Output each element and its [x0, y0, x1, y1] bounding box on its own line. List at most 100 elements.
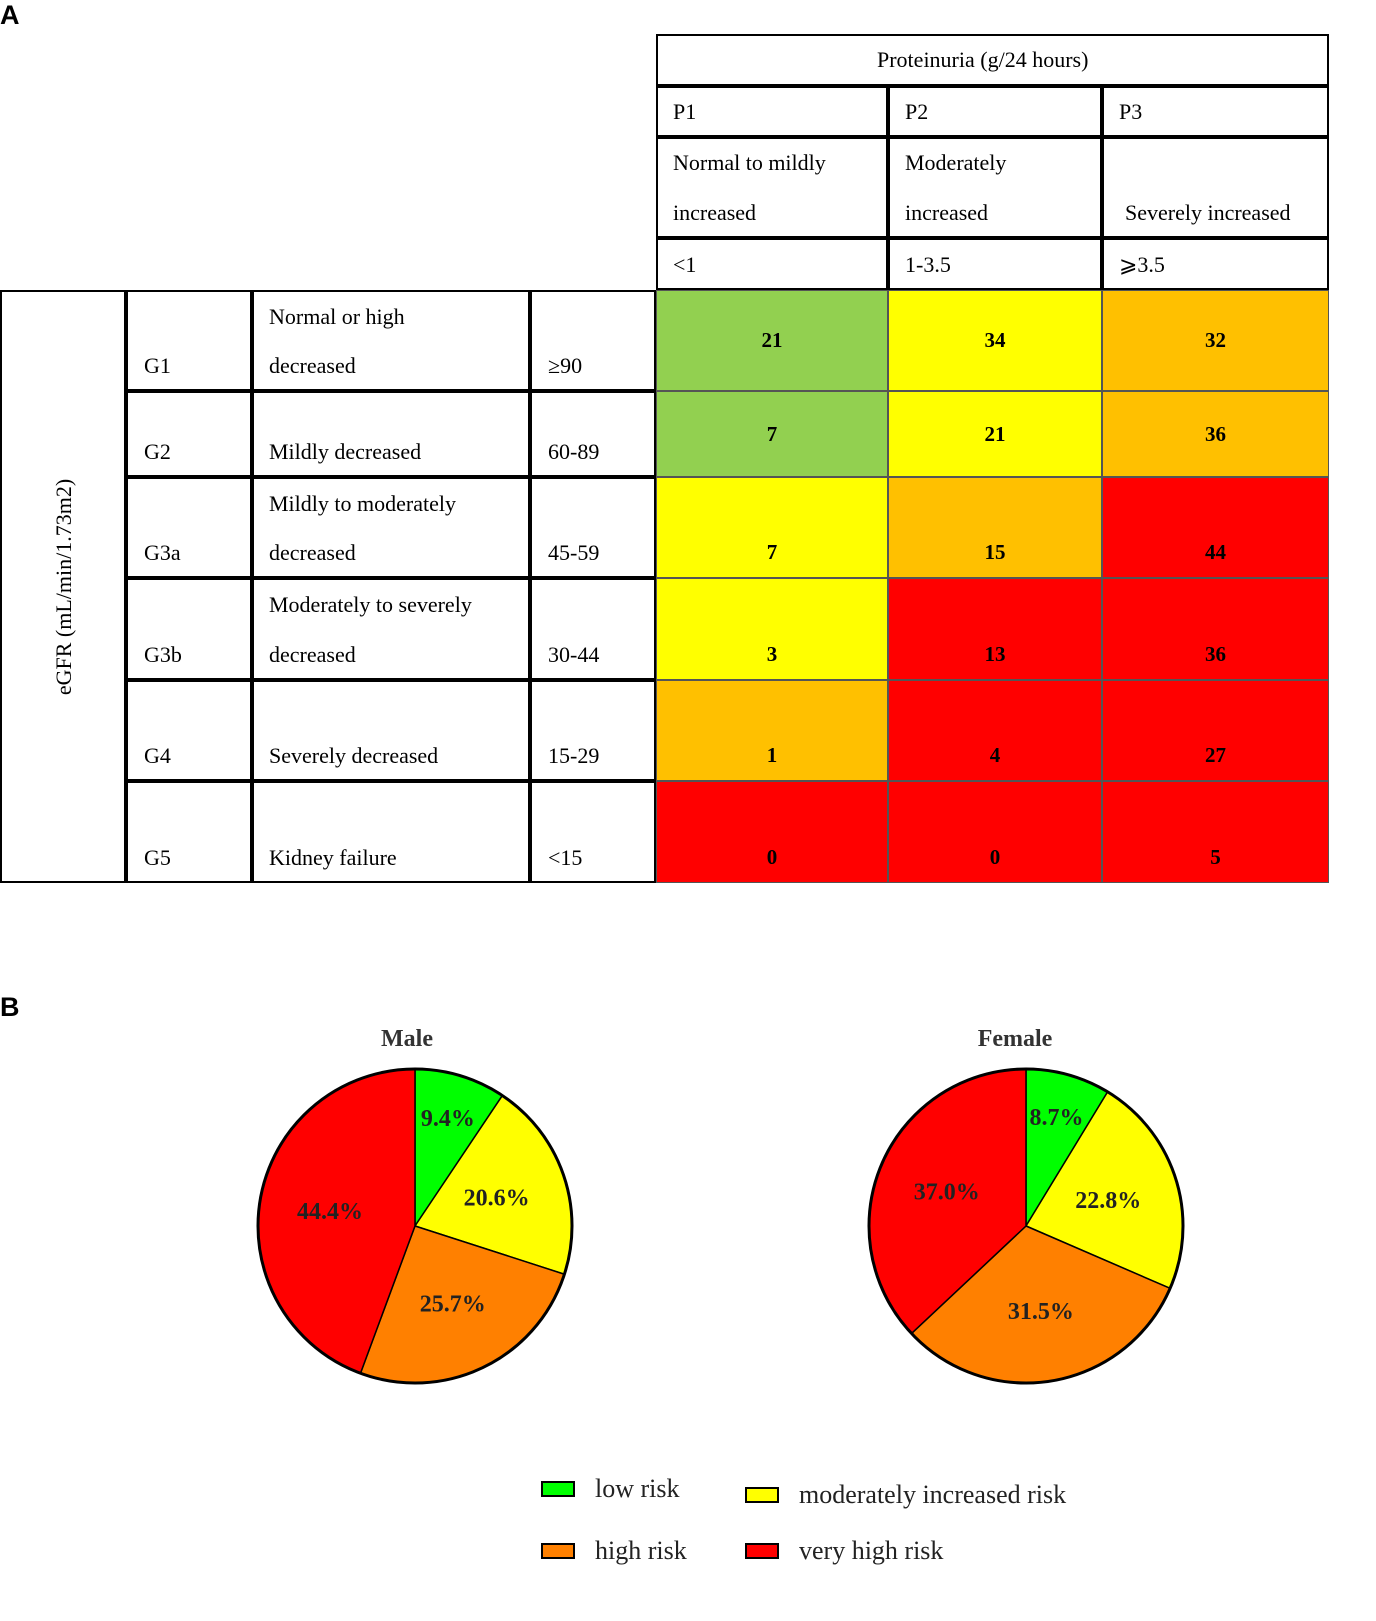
grade-g5: G5: [144, 845, 171, 870]
egfr-axis-label: eGFR (mL/min/1.73m2): [51, 478, 76, 696]
panel-a-label: A: [0, 0, 20, 30]
grade-range-cell: [530, 680, 656, 781]
pie-title: Male: [381, 1026, 433, 1052]
legend-label: low risk: [595, 1474, 680, 1503]
heatmap-cell: [888, 477, 1102, 578]
heatmap-value: 44: [1205, 540, 1226, 564]
grade-desc-cell: [252, 578, 530, 680]
heatmap-value: 7: [766, 422, 778, 446]
heatmap-value: 1: [766, 743, 778, 767]
legend-item-high-risk: high risk: [541, 1536, 687, 1566]
heatmap-value: 4: [989, 743, 1001, 767]
grade-g3b: G3b: [144, 642, 182, 667]
heatmap-value: 21: [761, 328, 783, 352]
grade-desc-cell: [252, 680, 530, 781]
grade-desc-line2: decreased: [269, 540, 356, 565]
heatmap-cell: [1102, 578, 1329, 680]
grade-range-cell: [530, 578, 656, 680]
column-desc-cell: [888, 137, 1102, 238]
heatmap-value: 32: [1205, 328, 1226, 352]
grade-cell: [126, 680, 252, 781]
heatmap-cell: [888, 680, 1102, 781]
column-desc-cell: [1102, 137, 1329, 238]
grade-desc-line2: Severely decreased: [269, 743, 439, 768]
column-desc-line2: increased: [673, 200, 757, 225]
grade-desc-cell: [252, 391, 530, 477]
heatmap-cell: [1102, 781, 1329, 883]
grade-range-cell: [530, 391, 656, 477]
legend-label: moderately increased risk: [799, 1480, 1067, 1509]
grade-desc-line2: decreased: [269, 642, 356, 667]
grade-cell: [126, 578, 252, 680]
grade-range: 45-59: [548, 540, 600, 565]
grade-range: 15-29: [548, 743, 600, 768]
grade-desc-cell: [252, 477, 530, 578]
pie-label: 9.4%: [421, 1106, 475, 1132]
pie-outline: [256, 1067, 574, 1385]
column-range-cell: [656, 238, 888, 290]
grade-desc-line2: Kidney failure: [269, 845, 397, 870]
column-code-p1: P1: [673, 99, 697, 124]
column-desc-line1: Normal to mildly: [673, 150, 826, 175]
grade-range: 30-44: [548, 642, 600, 667]
grade-desc-line1: Moderately to severely: [269, 592, 472, 617]
column-range-cell: [888, 238, 1102, 290]
legend-item-low-risk: low risk: [541, 1474, 680, 1504]
grade-cell: [126, 290, 252, 391]
heatmap-value: 36: [1205, 422, 1226, 446]
pie-label: 8.7%: [1030, 1105, 1084, 1131]
column-desc-cell: [656, 137, 888, 238]
legend-label: high risk: [595, 1536, 687, 1565]
column-code-p3: P3: [1119, 99, 1143, 124]
pie-outline: [867, 1067, 1185, 1385]
column-code-cell: [656, 86, 888, 137]
heatmap-cell: [656, 477, 888, 578]
legend-swatch: [541, 1543, 575, 1559]
heatmap-value: 3: [766, 642, 778, 666]
grade-range-cell: [530, 781, 656, 883]
proteinuria-header-cell: [656, 34, 1329, 86]
pie-title: Female: [978, 1026, 1053, 1052]
grade-desc-cell: [252, 781, 530, 883]
pie-label: 31.5%: [1008, 1299, 1074, 1325]
column-range: ⩾3.5: [1119, 252, 1165, 277]
pie-label: 37.0%: [914, 1180, 980, 1206]
column-range: <1: [673, 252, 697, 277]
heatmap-cell: [656, 290, 888, 391]
legend-label: very high risk: [799, 1536, 944, 1565]
heatmap-cell: [656, 391, 888, 477]
heatmap-value: 5: [1210, 845, 1221, 869]
grade-desc-cell: [252, 290, 530, 391]
legend-swatch: [745, 1487, 779, 1503]
legend-swatch: [541, 1481, 575, 1497]
egfr-axis-cell: [0, 290, 126, 883]
heatmap-value: 0: [989, 845, 1001, 869]
column-desc-line2: increased: [905, 200, 989, 225]
heatmap-value: 36: [1205, 642, 1226, 666]
heatmap-cell: [888, 391, 1102, 477]
column-code-cell: [1102, 86, 1329, 137]
column-desc-line2: Severely increased: [1125, 200, 1291, 225]
column-code-cell: [888, 86, 1102, 137]
heatmap-cell: [1102, 290, 1329, 391]
legend-item-very-high-risk: very high risk: [745, 1536, 943, 1566]
legend-item-moderately-increased-risk: moderately increased risk: [745, 1480, 1066, 1510]
heatmap-cell: [888, 578, 1102, 680]
pie-label: 22.8%: [1075, 1188, 1141, 1214]
proteinuria-header: Proteinuria (g/24 hours): [877, 47, 1089, 72]
grade-cell: [126, 781, 252, 883]
heatmap-value: 7: [766, 540, 778, 564]
heatmap-cell: [888, 290, 1102, 391]
grade-range: <15: [548, 845, 583, 870]
risk-pie-charts: 9.4% 20.6% 25.7% 44.4% Male 8.7% 22.8% 31.5% 37.…: [256, 1026, 1185, 1385]
grade-cell: [126, 477, 252, 578]
grade-g1: G1: [144, 353, 171, 378]
grade-range-cell: [530, 290, 656, 391]
heatmap-cell: [656, 578, 888, 680]
heatmap-value: 27: [1205, 743, 1226, 767]
heatmap-value: 13: [984, 642, 1006, 666]
pie-label: 20.6%: [464, 1186, 530, 1212]
grade-desc-line1: Mildly to moderately: [269, 491, 456, 516]
grade-range-cell: [530, 477, 656, 578]
grade-desc-line2: decreased: [269, 353, 356, 378]
